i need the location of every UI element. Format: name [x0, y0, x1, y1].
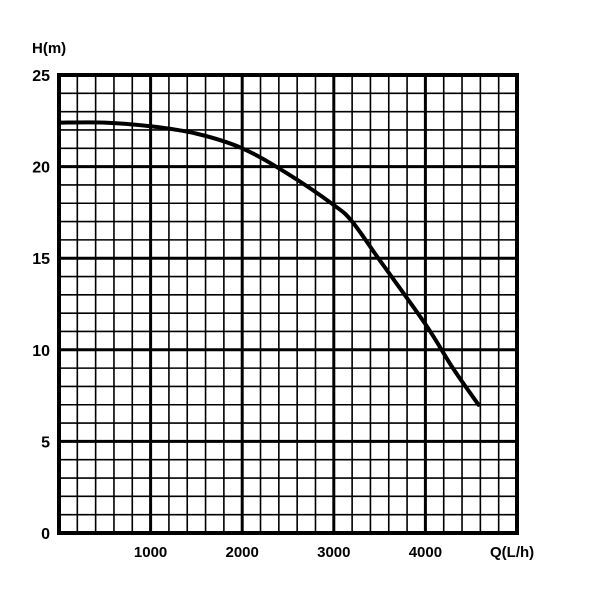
x-tick-label: 3000 [317, 544, 350, 561]
x-axis-title: Q(L/h) [490, 544, 534, 561]
y-tick-label: 25 [32, 68, 50, 85]
y-axis-title: H(m) [32, 40, 66, 57]
y-tick-label: 15 [32, 251, 50, 268]
plot-border [57, 73, 519, 535]
y-tick-label: 5 [41, 434, 50, 451]
x-tick-label: 1000 [134, 544, 167, 561]
x-tick-label: 2000 [226, 544, 259, 561]
x-tick-label: 4000 [409, 544, 442, 561]
y-tick-label: 10 [32, 343, 50, 360]
y-tick-label: 20 [32, 160, 50, 177]
curve-layer [57, 120, 481, 407]
major-gridlines [59, 75, 517, 533]
y-tick-label: 0 [41, 526, 50, 543]
minor-gridlines [59, 75, 517, 533]
axis-labels-layer: H(m) Q(L/h) 0 5 10 15 20 25 1000 2000 3000 4000 [32, 40, 534, 561]
performance-curve-line [57, 120, 481, 407]
